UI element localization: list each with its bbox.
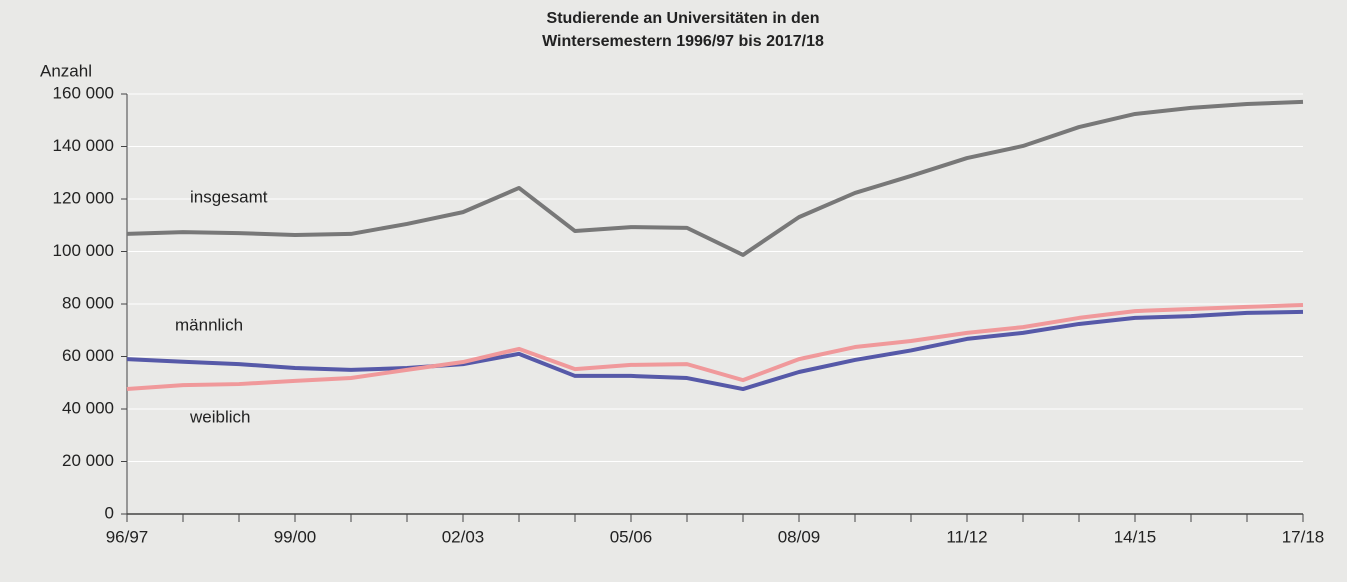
y-tick-label: 0 (105, 503, 114, 522)
series-label: insgesamt (190, 187, 268, 206)
x-tick-label: 96/97 (106, 527, 149, 546)
x-tick-label: 11/12 (946, 527, 987, 546)
series-label: weiblich (189, 407, 250, 426)
y-axis-label: Anzahl (40, 61, 92, 80)
y-tick-label: 160 000 (53, 83, 114, 102)
x-tick-label: 14/15 (1114, 527, 1157, 546)
series-line (126, 309, 1304, 392)
y-tick-label: 140 000 (53, 136, 114, 155)
x-tick-label: 08/09 (778, 527, 821, 546)
x-tick-label: 05/06 (610, 527, 653, 546)
x-tick-label: 02/03 (442, 527, 485, 546)
x-tick-label: 17/18 (1282, 527, 1325, 546)
x-tick-label: 99/00 (274, 527, 317, 546)
y-tick-label: 120 000 (53, 188, 114, 207)
chart-title: Wintersemestern 1996/97 bis 2017/18 (542, 33, 824, 50)
series-line (126, 303, 1304, 392)
y-tick-label: 20 000 (62, 451, 114, 470)
y-tick-label: 80 000 (62, 293, 114, 312)
y-tick-label: 100 000 (53, 241, 114, 260)
y-tick-label: 40 000 (62, 398, 114, 417)
chart-title: Studierende an Universitäten in den (547, 10, 820, 27)
y-tick-label: 60 000 (62, 346, 114, 365)
series-label: männlich (175, 315, 243, 334)
series-line (126, 99, 1304, 257)
